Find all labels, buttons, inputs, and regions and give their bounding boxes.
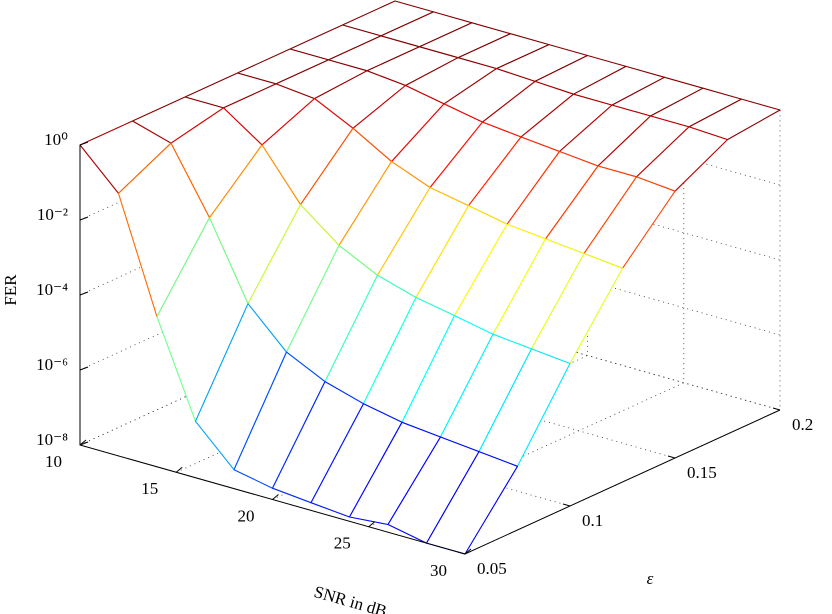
- z-tick-label: 10⁻⁶: [36, 355, 68, 374]
- z-axis-label: FER: [1, 274, 20, 306]
- z-tick: [79, 141, 89, 146]
- y-tick-label: 0.1: [582, 511, 603, 530]
- z-tick-label: 10⁻⁴: [36, 280, 68, 299]
- x-tick-label: 25: [334, 534, 351, 553]
- y-axis-label: ε: [647, 569, 654, 588]
- x-tick-label: 15: [141, 479, 158, 498]
- x-tick-label: 10: [45, 452, 62, 471]
- y-tick-label: 0.05: [477, 559, 507, 578]
- x-tick-label: 20: [238, 506, 255, 525]
- z-tick: [79, 366, 89, 371]
- x-tick: [464, 548, 472, 555]
- surface: [79, 0, 781, 555]
- x-tick-label: 30: [430, 561, 447, 580]
- y-tick: [772, 407, 781, 411]
- y-tick: [667, 455, 676, 459]
- x-tick: [79, 439, 87, 446]
- x-axis-label: SNR in dB: [312, 582, 389, 614]
- x-tick: [175, 466, 183, 473]
- x-tick: [368, 521, 376, 528]
- z-tick-label: 10⁰: [44, 130, 68, 149]
- z-tick-label: 10⁻⁸: [36, 430, 68, 449]
- z-tick: [79, 216, 89, 221]
- z-tick-label: 10⁻²: [37, 205, 68, 224]
- y-tick-label: 0.2: [792, 415, 813, 434]
- y-tick-label: 0.15: [687, 463, 717, 482]
- z-tick: [79, 291, 89, 296]
- y-tick: [562, 503, 571, 507]
- y-tick: [457, 551, 466, 555]
- axes: 10⁻⁸ 10⁻⁶ 10⁻⁴ 10⁻² 10⁰ 10 15 20 25 30 0.05 0.1 0.15…: [36, 130, 813, 580]
- x-tick: [272, 494, 279, 500]
